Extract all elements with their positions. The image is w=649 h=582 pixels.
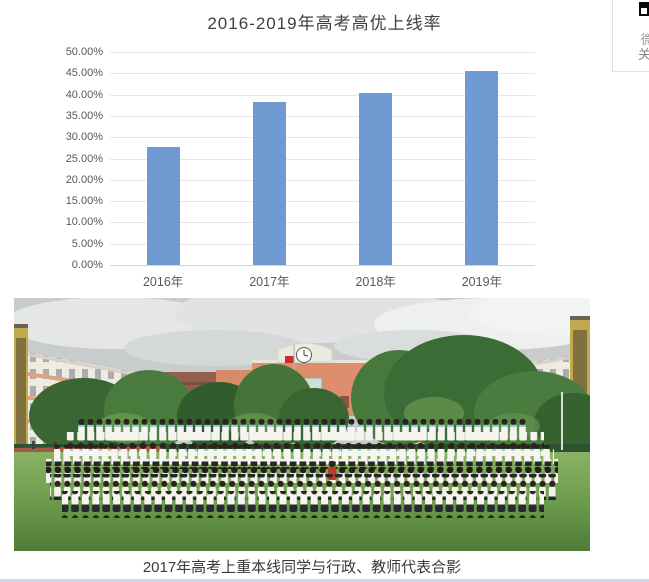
y-tick-label: 40.00% <box>65 88 103 101</box>
bar-2019年 <box>465 71 499 265</box>
follow-widget[interactable]: 微 关 <box>612 0 649 72</box>
gridline <box>110 158 535 160</box>
gridline <box>110 94 535 96</box>
group-photo <box>14 298 590 551</box>
gridline <box>110 115 535 117</box>
follow-widget-text-2: 关 <box>638 47 649 62</box>
gridline <box>110 73 535 75</box>
photo-caption: 2017年高考上重本线同学与行政、教师代表合影 <box>142 559 462 576</box>
bar-2017年 <box>252 102 286 265</box>
y-tick-label: 35.00% <box>65 109 103 122</box>
y-tick-label: 25.00% <box>65 152 103 165</box>
y-tick-label: 10.00% <box>65 216 103 229</box>
bar-2016年 <box>146 147 180 265</box>
gridline <box>110 243 535 245</box>
y-tick-label: 50.00% <box>65 46 103 58</box>
gridline <box>110 52 535 53</box>
qr-code-notch <box>641 8 647 14</box>
qr-code-icon[interactable] <box>639 2 649 16</box>
y-tick-label: 20.00% <box>65 173 103 186</box>
bar-2018年 <box>359 93 393 265</box>
exam-rate-chart: 2016-2019年高考高优上线率 0.00% 5.00% 10.00% 15.00%… <box>65 14 535 289</box>
next-image-top-edge <box>0 579 649 582</box>
group-photo-illustration <box>14 298 590 551</box>
y-tick-label: 0.00% <box>71 259 103 271</box>
gridline <box>110 201 535 203</box>
chart-title: 2016-2019年高考高优上线率 <box>207 14 442 33</box>
follow-widget-text-1: 微 <box>641 32 649 47</box>
y-tick-label: 45.00% <box>65 67 103 80</box>
gridline <box>110 137 535 139</box>
gridline <box>110 179 535 181</box>
x-tick-label: 2016年 <box>142 275 184 289</box>
y-tick-label: 30.00% <box>65 131 103 144</box>
y-tick-label: 15.00% <box>65 195 103 208</box>
y-tick-label: 5.00% <box>71 237 103 250</box>
x-tick-label: 2018年 <box>355 275 396 289</box>
chart-plot-area <box>110 52 535 266</box>
gridline <box>110 222 535 224</box>
x-tick-label: 2019年 <box>461 275 503 289</box>
x-tick-label: 2017年 <box>249 275 290 289</box>
